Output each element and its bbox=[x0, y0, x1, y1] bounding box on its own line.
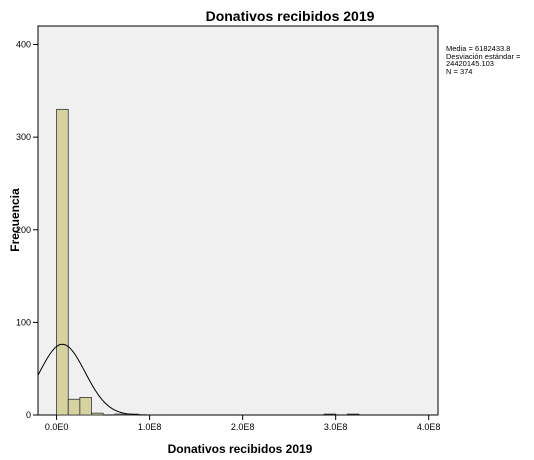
x-tick-label: 2.0E8 bbox=[231, 422, 255, 432]
chart-title: Donativos recibidos 2019 bbox=[206, 8, 375, 24]
y-axis-label: Frecuencia bbox=[8, 188, 22, 252]
histogram-bar bbox=[79, 397, 92, 416]
histogram-bar bbox=[91, 412, 104, 416]
stats-n: N = 374 bbox=[446, 66, 473, 76]
y-tick-label: 200 bbox=[16, 225, 31, 235]
x-tick-label: 0.0E0 bbox=[45, 422, 69, 432]
y-axis: 0 100 200 300 400 bbox=[16, 40, 38, 420]
histogram-bar bbox=[56, 108, 69, 416]
stats-sd-value: 24420145.103 bbox=[446, 59, 494, 68]
x-axis-label: Donativos recibidos 2019 bbox=[168, 442, 313, 456]
x-tick-label: 4.0E8 bbox=[417, 422, 441, 432]
x-tick-label: 3.0E8 bbox=[324, 422, 348, 432]
stats-sd-label: Desviación estándar = bbox=[446, 51, 521, 61]
x-tick-label: 1.0E8 bbox=[138, 422, 162, 432]
histogram-bar bbox=[67, 398, 81, 416]
y-tick-label: 100 bbox=[16, 317, 31, 327]
histogram-bar bbox=[114, 413, 127, 416]
normal-curve bbox=[37, 343, 438, 416]
stats-mean: Media = 6182433.8 bbox=[446, 44, 511, 53]
plot-area bbox=[37, 25, 439, 416]
y-tick-label: 0 bbox=[26, 410, 31, 420]
y-tick-label: 300 bbox=[16, 132, 31, 142]
statistics-legend: Media = 6182433.8 Desviación estándar = … bbox=[446, 45, 520, 75]
x-axis: 0.0E0 1.0E8 2.0E8 3.0E8 4.0E8 bbox=[45, 415, 441, 432]
y-tick-label: 400 bbox=[16, 40, 31, 50]
